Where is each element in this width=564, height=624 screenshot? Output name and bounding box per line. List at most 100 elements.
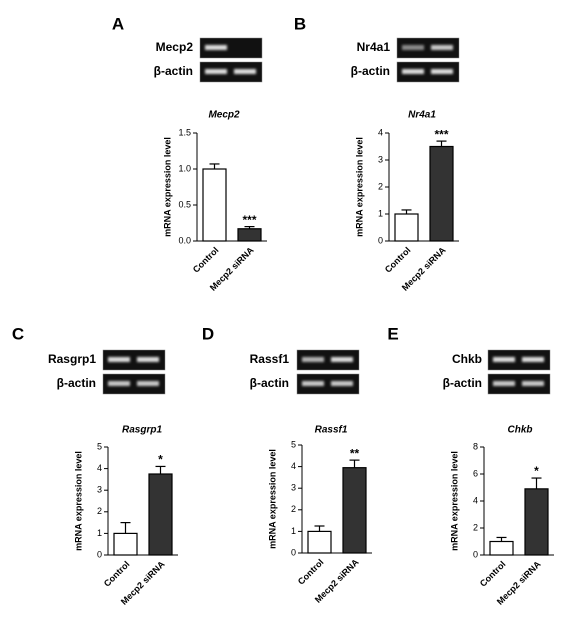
significance: ***	[434, 127, 448, 141]
y-tick-label: 0	[378, 235, 383, 245]
gel-label: β-actin	[154, 64, 193, 78]
gel-band	[522, 357, 544, 362]
y-tick-label: 1.5	[178, 127, 191, 137]
bar	[429, 145, 454, 242]
significance: *	[158, 453, 163, 467]
y-tick-label: 4	[378, 127, 383, 137]
y-tick-label: 2	[291, 504, 296, 514]
chart-title: Rassf1	[315, 425, 348, 436]
y-tick-label: 1.0	[178, 163, 191, 173]
gel-label: β-actin	[57, 376, 96, 390]
gel-label: Rassf1	[250, 352, 290, 366]
y-axis-label: mRNA expression level	[267, 449, 277, 549]
bar	[489, 540, 514, 556]
gel-band	[431, 45, 453, 50]
gel-band	[493, 381, 515, 386]
y-tick-label: 1	[378, 208, 383, 218]
gel-band	[402, 69, 424, 74]
y-tick-label: 0	[97, 549, 102, 559]
gel-band	[302, 357, 324, 362]
y-tick-label: 2	[97, 506, 102, 516]
y-tick-label: 6	[473, 468, 478, 478]
gel-label: β-actin	[250, 376, 289, 390]
gel-band	[108, 357, 130, 362]
x-tick-label: Control	[383, 245, 413, 275]
y-tick-label: 2	[378, 181, 383, 191]
gel-image	[487, 373, 551, 395]
y-tick-label: 4	[291, 461, 296, 471]
gel-band	[493, 357, 515, 362]
gel-image	[396, 61, 460, 83]
x-tick-label: Control	[102, 559, 132, 589]
panel-letter: A	[112, 14, 124, 33]
gel-image	[296, 349, 360, 371]
y-tick-label: 2	[473, 522, 478, 532]
gel-band	[108, 381, 130, 386]
gel-image	[296, 373, 360, 395]
chart-title: Nr4a1	[408, 110, 436, 121]
gel-band	[302, 381, 324, 386]
bar	[307, 530, 332, 554]
x-tick-label: Control	[191, 245, 221, 275]
y-tick-label: 0	[473, 549, 478, 559]
y-tick-label: 3	[378, 154, 383, 164]
y-tick-label: 4	[97, 463, 102, 473]
gel-label: Mecp2	[156, 40, 194, 54]
gel-band	[431, 69, 453, 74]
gel-image	[102, 373, 166, 395]
y-tick-label: 3	[291, 483, 296, 493]
panel-letter: E	[387, 324, 398, 343]
panel-letter: C	[12, 324, 24, 343]
bar	[113, 532, 138, 556]
gel-band	[205, 69, 227, 74]
y-axis-label: mRNA expression level	[449, 451, 459, 551]
y-axis-label: mRNA expression level	[162, 137, 172, 237]
bar	[202, 168, 227, 242]
gel-image	[102, 349, 166, 371]
y-tick-label: 0	[291, 547, 296, 557]
chart-title: Chkb	[508, 425, 533, 436]
y-axis-label: mRNA expression level	[354, 137, 364, 237]
significance: *	[534, 464, 539, 478]
significance: ***	[242, 213, 256, 227]
bar	[148, 473, 173, 556]
gel-label: Nr4a1	[357, 40, 391, 54]
gel-label: β-actin	[443, 376, 482, 390]
gel-label: β-actin	[351, 64, 390, 78]
bar	[394, 213, 419, 242]
y-tick-label: 5	[97, 441, 102, 451]
gel-image	[199, 37, 263, 59]
gel-band	[205, 45, 227, 50]
significance: **	[350, 446, 360, 460]
y-tick-label: 8	[473, 441, 478, 451]
gel-band	[137, 381, 159, 386]
y-tick-label: 3	[97, 485, 102, 495]
x-tick-label: Control	[296, 557, 326, 587]
gel-band	[402, 45, 424, 50]
gel-label: Rasgrp1	[48, 352, 96, 366]
y-tick-label: 0.0	[178, 235, 191, 245]
gel-image	[487, 349, 551, 371]
panel-letter: B	[294, 14, 306, 33]
gel-band	[522, 381, 544, 386]
gel-band	[331, 357, 353, 362]
gel-band	[234, 69, 256, 74]
gel-image	[396, 37, 460, 59]
bar	[524, 488, 549, 556]
x-tick-label: Control	[478, 559, 508, 589]
chart-title: Rasgrp1	[122, 425, 162, 436]
y-axis-label: mRNA expression level	[73, 451, 83, 551]
y-tick-label: 1	[97, 528, 102, 538]
chart-title: Mecp2	[208, 110, 240, 121]
y-tick-label: 4	[473, 495, 478, 505]
gel-label: Chkb	[452, 352, 482, 366]
gel-band	[331, 381, 353, 386]
y-tick-label: 1	[291, 526, 296, 536]
y-tick-label: 0.5	[178, 199, 191, 209]
panel-letter: D	[202, 324, 214, 343]
gel-band	[137, 357, 159, 362]
bar	[342, 467, 367, 554]
bar	[237, 228, 262, 242]
y-tick-label: 5	[291, 439, 296, 449]
